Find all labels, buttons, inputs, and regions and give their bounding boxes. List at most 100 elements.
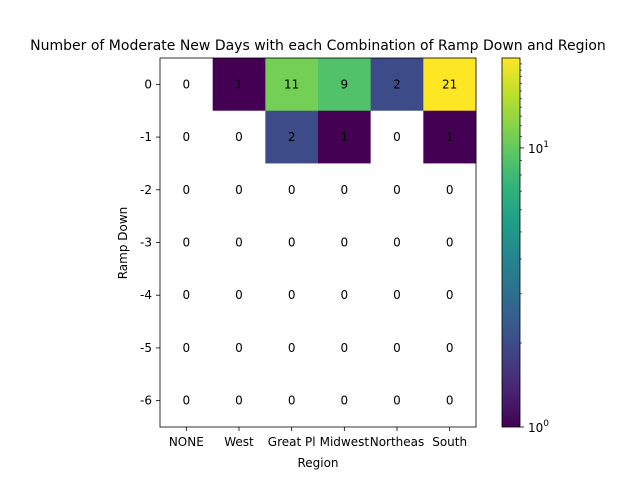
heatmap-cell xyxy=(212,268,266,322)
heatmap-cell xyxy=(423,268,477,322)
heatmap-cell xyxy=(318,268,371,322)
heatmap-cell xyxy=(265,163,319,217)
y-tick-label: -4 xyxy=(140,288,152,302)
heatmap-cell xyxy=(212,110,266,164)
heatmap-cell-label: 0 xyxy=(288,236,296,250)
heatmap-cell xyxy=(160,374,213,428)
heatmap-cell-label: 0 xyxy=(341,288,349,302)
heatmap-cell xyxy=(370,374,424,428)
heatmap-cell xyxy=(423,163,477,217)
heatmap-cell xyxy=(423,321,477,375)
heatmap-cell-label: 0 xyxy=(183,183,191,197)
x-tick-label: South xyxy=(432,435,467,449)
heatmap-cell-label: 0 xyxy=(446,288,454,302)
chart-title: Number of Moderate New Days with each Co… xyxy=(30,38,606,54)
heatmap-cell-label: 0 xyxy=(235,394,243,408)
heatmap-cell xyxy=(265,216,319,270)
heatmap-cell xyxy=(160,163,213,217)
heatmap-cell-label: 0 xyxy=(288,183,296,197)
heatmap-cell xyxy=(265,58,319,112)
y-tick-label: -1 xyxy=(140,130,152,144)
heatmap-cell-label: 1 xyxy=(446,130,454,144)
heatmap-cell-label: 0 xyxy=(288,288,296,302)
heatmap-cell-label: 0 xyxy=(235,288,243,302)
colorbar-tick-label: 100 xyxy=(528,419,549,435)
x-axis-ticks: NONE West Great Pl Midwest Northeas South xyxy=(169,427,467,449)
x-tick-label: NONE xyxy=(169,435,204,449)
heatmap-cell xyxy=(212,321,266,375)
heatmap-cell-label: 0 xyxy=(288,394,296,408)
heatmap-cell xyxy=(160,110,213,164)
colorbar-tick-label: 101 xyxy=(528,140,549,156)
heatmap-cell-label: 0 xyxy=(393,288,401,302)
heatmap-cell xyxy=(212,58,266,112)
heatmap-cell-label: 2 xyxy=(393,77,401,91)
heatmap-cell-label: 0 xyxy=(183,130,191,144)
heatmap-cell-label: 0 xyxy=(235,183,243,197)
heatmap-cell-label: 1 xyxy=(235,77,243,91)
x-tick-label: Northeas xyxy=(370,435,425,449)
heatmap-cell-label: 0 xyxy=(446,236,454,250)
x-tick-label: West xyxy=(224,435,254,449)
heatmap-cell xyxy=(265,374,319,428)
heatmap-cell-label: 0 xyxy=(393,341,401,355)
heatmap-cell xyxy=(423,374,477,428)
heatmap-cell xyxy=(318,321,371,375)
heatmap-cell xyxy=(318,163,371,217)
heatmap-cell-label: 0 xyxy=(235,130,243,144)
y-tick-label: -3 xyxy=(140,236,152,250)
heatmap-cell xyxy=(212,163,266,217)
heatmap-cell-label: 0 xyxy=(183,77,191,91)
heatmap-cell xyxy=(318,58,371,112)
heatmap-cell-label: 0 xyxy=(446,341,454,355)
heatmap-cell xyxy=(370,163,424,217)
colorbar-ticks: 100 101 xyxy=(520,63,549,435)
heatmap-cell xyxy=(212,216,266,270)
heatmap-cell-label: 2 xyxy=(288,130,296,144)
y-tick-label: -2 xyxy=(140,183,152,197)
heatmap-cell-label: 21 xyxy=(442,77,457,91)
heatmap-cell-label: 0 xyxy=(446,183,454,197)
heatmap-cell-label: 0 xyxy=(446,394,454,408)
heatmap-cell-label: 0 xyxy=(393,130,401,144)
heatmap-cell-label: 0 xyxy=(235,341,243,355)
y-axis-label: Ramp Down xyxy=(116,207,130,280)
heatmap-cell xyxy=(160,216,213,270)
y-axis-ticks: 0 -1 -2 -3 -4 -5 -6 xyxy=(140,77,160,408)
heatmap-cell-label: 0 xyxy=(393,183,401,197)
heatmap-cell xyxy=(318,110,371,164)
heatmap-cell xyxy=(160,58,213,112)
heatmap-cell-labels: 0 1 11 9 2 210 0 2 1 0 10 0 0 0 0 00 0 0 0 0 00 0 0 0 0 00 0 0 0 0 00 0… xyxy=(183,77,458,407)
heatmap-cell xyxy=(370,58,424,112)
colorbar xyxy=(501,57,521,428)
heatmap-cell xyxy=(423,110,477,164)
heatmap-cell xyxy=(212,374,266,428)
heatmap-cell-label: 0 xyxy=(183,236,191,250)
heatmap-cell-label: 0 xyxy=(288,341,296,355)
y-tick-label: -6 xyxy=(140,394,152,408)
heatmap-cell-label: 0 xyxy=(183,394,191,408)
heatmap-cell xyxy=(423,58,477,112)
x-tick-label: Midwest xyxy=(320,435,370,449)
heatmap-cell xyxy=(370,110,424,164)
heatmap-cell-label: 0 xyxy=(341,394,349,408)
x-axis-label: Region xyxy=(297,456,338,470)
heatmap-cell-label: 0 xyxy=(341,183,349,197)
heatmap-cells xyxy=(160,58,477,428)
heatmap-cell-label: 0 xyxy=(183,341,191,355)
heatmap-cell xyxy=(160,321,213,375)
heatmap-cell xyxy=(265,321,319,375)
heatmap-cell-label: 11 xyxy=(284,77,299,91)
heatmap-cell-label: 9 xyxy=(341,77,349,91)
heatmap-cell xyxy=(265,110,319,164)
y-tick-label: 0 xyxy=(144,77,152,91)
heatmap-cell-label: 0 xyxy=(183,288,191,302)
heatmap-cell-label: 1 xyxy=(341,130,349,144)
heatmap-cell xyxy=(370,268,424,322)
y-tick-label: -5 xyxy=(140,341,152,355)
heatmap-cell xyxy=(160,268,213,322)
heatmap-cell-label: 0 xyxy=(341,341,349,355)
x-tick-label: Great Pl xyxy=(268,435,316,449)
heatmap-cell-label: 0 xyxy=(393,394,401,408)
